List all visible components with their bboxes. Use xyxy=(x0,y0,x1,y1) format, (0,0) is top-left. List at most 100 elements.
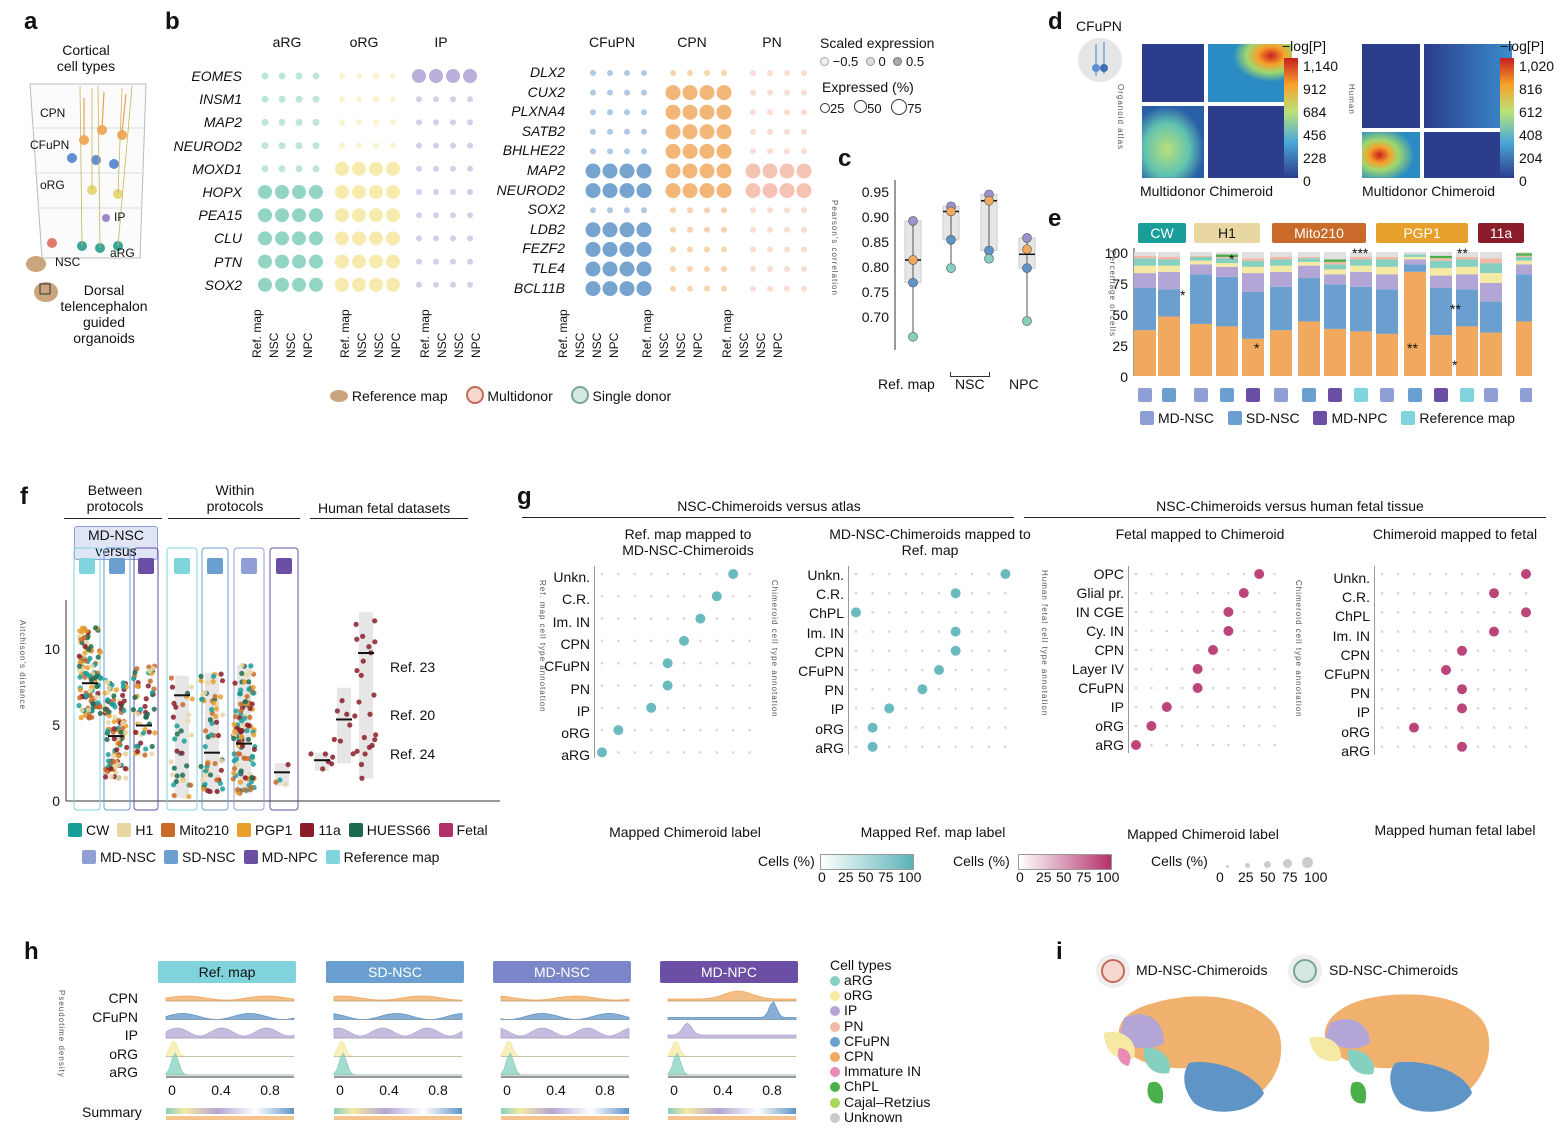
f-legend-item: Reference map xyxy=(325,849,439,865)
expression-dot xyxy=(352,231,366,246)
g-bg-dot xyxy=(748,728,751,732)
expression-dot xyxy=(369,208,383,223)
f-frame xyxy=(166,547,198,811)
expression-dot xyxy=(784,285,790,292)
panel-label-f: f xyxy=(20,483,28,510)
b-gene-left: EOMES xyxy=(191,68,242,84)
f-point xyxy=(169,772,175,778)
expression-dot xyxy=(665,143,681,159)
f-point xyxy=(105,719,112,726)
g-dotplot-4 xyxy=(1374,566,1531,755)
f-point xyxy=(147,678,153,684)
expression-dot xyxy=(339,119,345,126)
expression-dot xyxy=(339,73,345,79)
f-point xyxy=(353,621,359,627)
f-point xyxy=(76,663,83,669)
g-row-label: Im. IN xyxy=(1332,627,1370,644)
g-bg-dot xyxy=(699,728,702,732)
expression-dot xyxy=(762,163,778,179)
g-bg-dot xyxy=(1211,686,1215,690)
g-bg-dot xyxy=(1134,610,1138,614)
b-gene-left: MOXD1 xyxy=(192,160,242,177)
f-point xyxy=(247,714,253,720)
f-point xyxy=(239,670,245,677)
b-xtick: NSC xyxy=(754,332,768,358)
f-point xyxy=(123,775,129,781)
e-bar-segment xyxy=(1430,258,1452,261)
g-bg-dot xyxy=(1396,611,1400,614)
f-point xyxy=(116,775,122,781)
h-legend-label: aRG xyxy=(844,972,873,988)
expression-dot xyxy=(433,142,439,149)
expression-dot xyxy=(607,128,613,135)
g-header-right: NSC-Chimeroids versus human fetal tissue xyxy=(1156,498,1424,514)
expression-dot xyxy=(356,73,362,79)
d-right-cbar-title: −log[P] xyxy=(1500,38,1544,54)
h-ridge xyxy=(165,1013,295,1020)
d-right-cbar-tick: 0 xyxy=(1519,173,1527,189)
f-point xyxy=(90,700,96,707)
h-legend-item: IP xyxy=(830,1002,857,1018)
expression-dot xyxy=(352,208,366,223)
f-point xyxy=(151,706,157,712)
g-bg-dot xyxy=(1196,610,1199,614)
g-bg-dot xyxy=(1524,745,1528,749)
g-bg-dot xyxy=(887,649,891,653)
g-bg-dot xyxy=(987,687,991,691)
f-point xyxy=(95,654,101,660)
e-bar-segment xyxy=(1516,274,1532,322)
g-bg-dot xyxy=(600,706,604,710)
legend-swatch xyxy=(237,823,252,837)
g-bg-dot xyxy=(887,611,891,614)
g-bg-dot xyxy=(1508,649,1512,653)
g-bg-dot xyxy=(1004,668,1007,672)
g-bg-dot xyxy=(1211,667,1215,671)
g-bg-dot xyxy=(904,707,908,710)
g-bg-dot xyxy=(1380,745,1384,749)
f-point xyxy=(143,714,149,720)
e-bar-segment xyxy=(1324,284,1346,329)
h-legend-item: CPN xyxy=(830,1048,874,1064)
g-bg-dot xyxy=(1273,629,1276,633)
g-bg-dot xyxy=(682,751,686,754)
f-type-square xyxy=(207,558,223,574)
g-bg-dot xyxy=(1150,648,1153,652)
f-legend-type-label: SD-NSC xyxy=(182,849,236,865)
d-right-cbar-tick: 1,020 xyxy=(1519,58,1555,74)
g-match-dot xyxy=(867,741,878,752)
e-bar-segment xyxy=(1158,265,1180,272)
g-match-dot xyxy=(1192,683,1203,693)
layer-nsc: NSC xyxy=(55,255,81,269)
f-point xyxy=(142,752,148,758)
f-point xyxy=(241,679,247,685)
e-star: ** xyxy=(1457,248,1468,261)
f-point xyxy=(337,738,344,744)
d-right-cbar-tick: 204 xyxy=(1519,150,1543,166)
g-bg-dot xyxy=(600,684,604,687)
e-ytick: 25 xyxy=(1112,338,1128,354)
expression-dot xyxy=(450,281,456,288)
f-rule-fetal xyxy=(310,518,468,519)
b-xtick: NPC xyxy=(389,332,403,358)
f-point xyxy=(86,647,92,653)
expression-dot xyxy=(369,254,383,269)
g-bg-dot xyxy=(682,706,686,710)
expression-dot xyxy=(590,128,596,135)
g-bg-dot xyxy=(1444,630,1448,633)
g-ylabel3: Human fetal cell type annotation xyxy=(1040,570,1049,717)
c-point xyxy=(908,277,918,288)
g-bg-dot xyxy=(937,572,941,576)
g-bg-dot xyxy=(1380,649,1384,653)
f-point xyxy=(115,753,122,759)
e-legend: MD-NSC SD-NSC MD-NPC Reference map xyxy=(1140,410,1515,426)
f-point xyxy=(120,680,126,686)
h-ridge xyxy=(333,1013,463,1020)
f-point xyxy=(219,786,226,792)
expression-dot xyxy=(339,96,345,103)
legend-dot xyxy=(830,1052,840,1062)
f-point xyxy=(114,747,120,753)
f-frame xyxy=(133,547,159,811)
expression-dot xyxy=(467,142,473,149)
f-point xyxy=(122,766,128,772)
e-bar-segment xyxy=(1350,256,1372,260)
